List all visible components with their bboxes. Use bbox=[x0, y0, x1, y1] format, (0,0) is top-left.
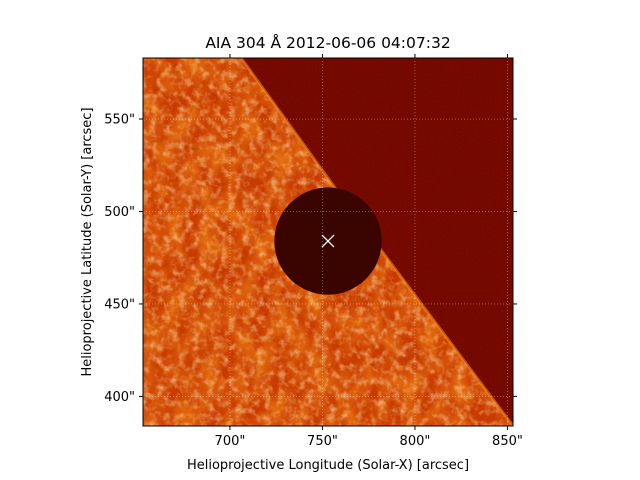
y-tick-label: 550" bbox=[104, 113, 135, 128]
x-axis-label: Helioprojective Longitude (Solar-X) [arc… bbox=[187, 458, 469, 473]
x-tick-label: 800" bbox=[400, 434, 431, 449]
y-axis-label: Helioprojective Latitude (Solar-Y) [arcs… bbox=[80, 107, 95, 376]
y-tick-label: 500" bbox=[104, 205, 135, 220]
x-tick-label: 750" bbox=[307, 434, 338, 449]
solar-image bbox=[143, 53, 518, 431]
y-tick-label: 400" bbox=[104, 390, 135, 405]
y-tick-label: 450" bbox=[104, 297, 135, 312]
plot-title: AIA 304 Å 2012-06-06 04:07:32 bbox=[205, 33, 450, 52]
x-tick-label: 850" bbox=[492, 434, 523, 449]
x-tick-label: 700" bbox=[215, 434, 246, 449]
